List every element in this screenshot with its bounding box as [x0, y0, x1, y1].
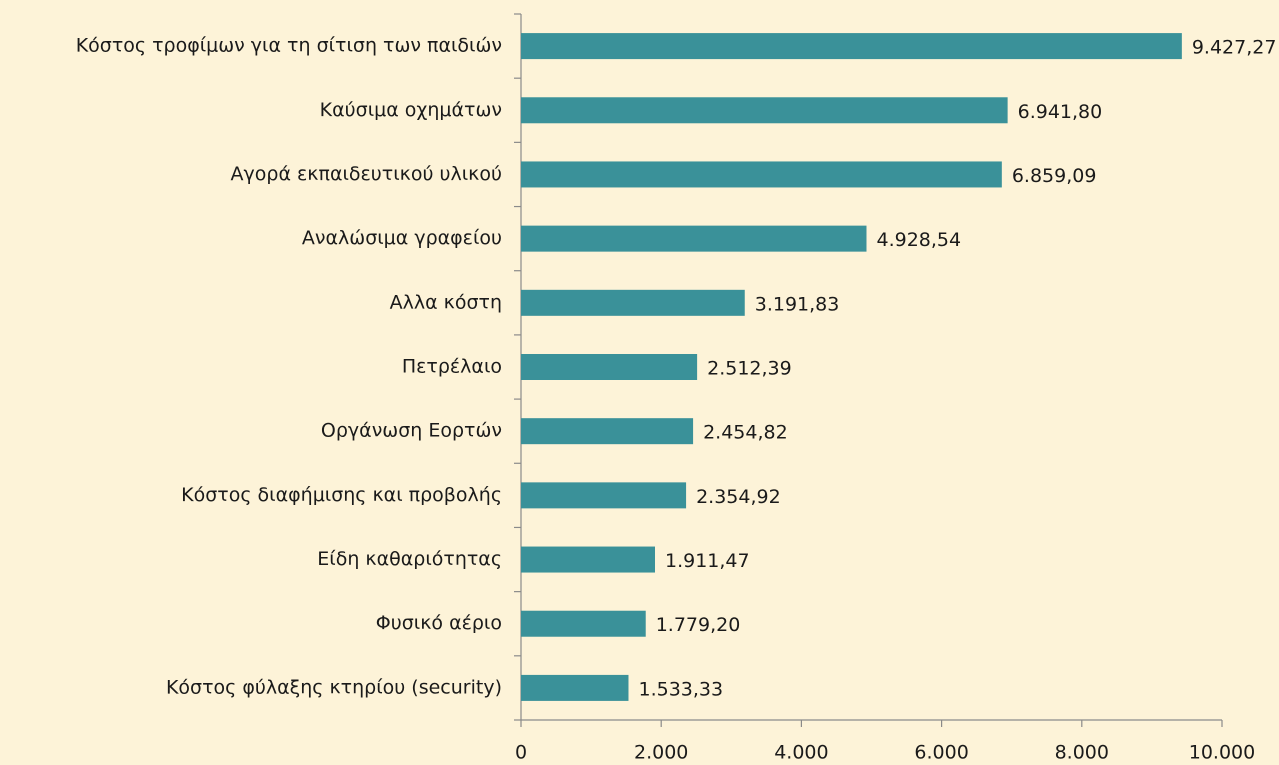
x-tick-label: 8.000 — [1055, 742, 1109, 764]
bar — [521, 354, 698, 380]
bar — [521, 418, 694, 445]
bar — [521, 610, 646, 637]
bar — [521, 97, 1008, 124]
value-label: 2.354,92 — [696, 486, 781, 508]
y-tick-label: Κόστος τροφίμων για τη σίτιση των παιδιώ… — [76, 35, 502, 57]
value-label: 2.512,39 — [707, 358, 792, 380]
value-label: 1.779,20 — [656, 614, 741, 636]
bar — [521, 161, 1002, 188]
x-tick-label: 6.000 — [914, 742, 968, 764]
x-tick-label: 2.000 — [634, 742, 688, 764]
bar — [521, 289, 745, 316]
y-tick-label: Είδη καθαριότητας — [317, 548, 502, 570]
value-label: 2.454,82 — [703, 422, 788, 444]
y-tick-label: Φυσικό αέριο — [376, 612, 502, 634]
bar — [521, 33, 1182, 60]
y-tick-label: Αλλα κόστη — [390, 291, 502, 313]
value-label: 1.533,33 — [638, 678, 723, 700]
value-label: 6.941,80 — [1018, 101, 1103, 123]
y-tick-label: Αγορά εκπαιδευτικού υλικού — [231, 163, 502, 185]
bar — [521, 674, 629, 701]
value-label: 9.427,27 — [1192, 37, 1277, 59]
bar — [521, 482, 687, 509]
y-tick-label: Κόστος φύλαξης κτηρίου (security) — [166, 676, 502, 698]
value-label: 6.859,09 — [1012, 165, 1097, 187]
bar — [521, 225, 867, 252]
x-tick-label: 4.000 — [774, 742, 828, 764]
y-tick-label: Πετρέλαιο — [402, 356, 502, 378]
bar — [521, 546, 655, 573]
x-tick-label: 0 — [515, 742, 527, 764]
y-tick-label: Κόστος διαφήμισης και προβολής — [181, 484, 502, 506]
y-tick-label: Οργάνωση Εορτών — [321, 420, 502, 442]
y-tick-label: Αναλώσιμα γραφείου — [302, 227, 502, 249]
value-label: 4.928,54 — [876, 229, 961, 251]
value-label: 1.911,47 — [665, 550, 750, 572]
x-tick-label: 10.000 — [1189, 742, 1255, 764]
y-tick-label: Καύσιμα οχημάτων — [320, 99, 502, 121]
value-label: 3.191,83 — [755, 293, 840, 315]
